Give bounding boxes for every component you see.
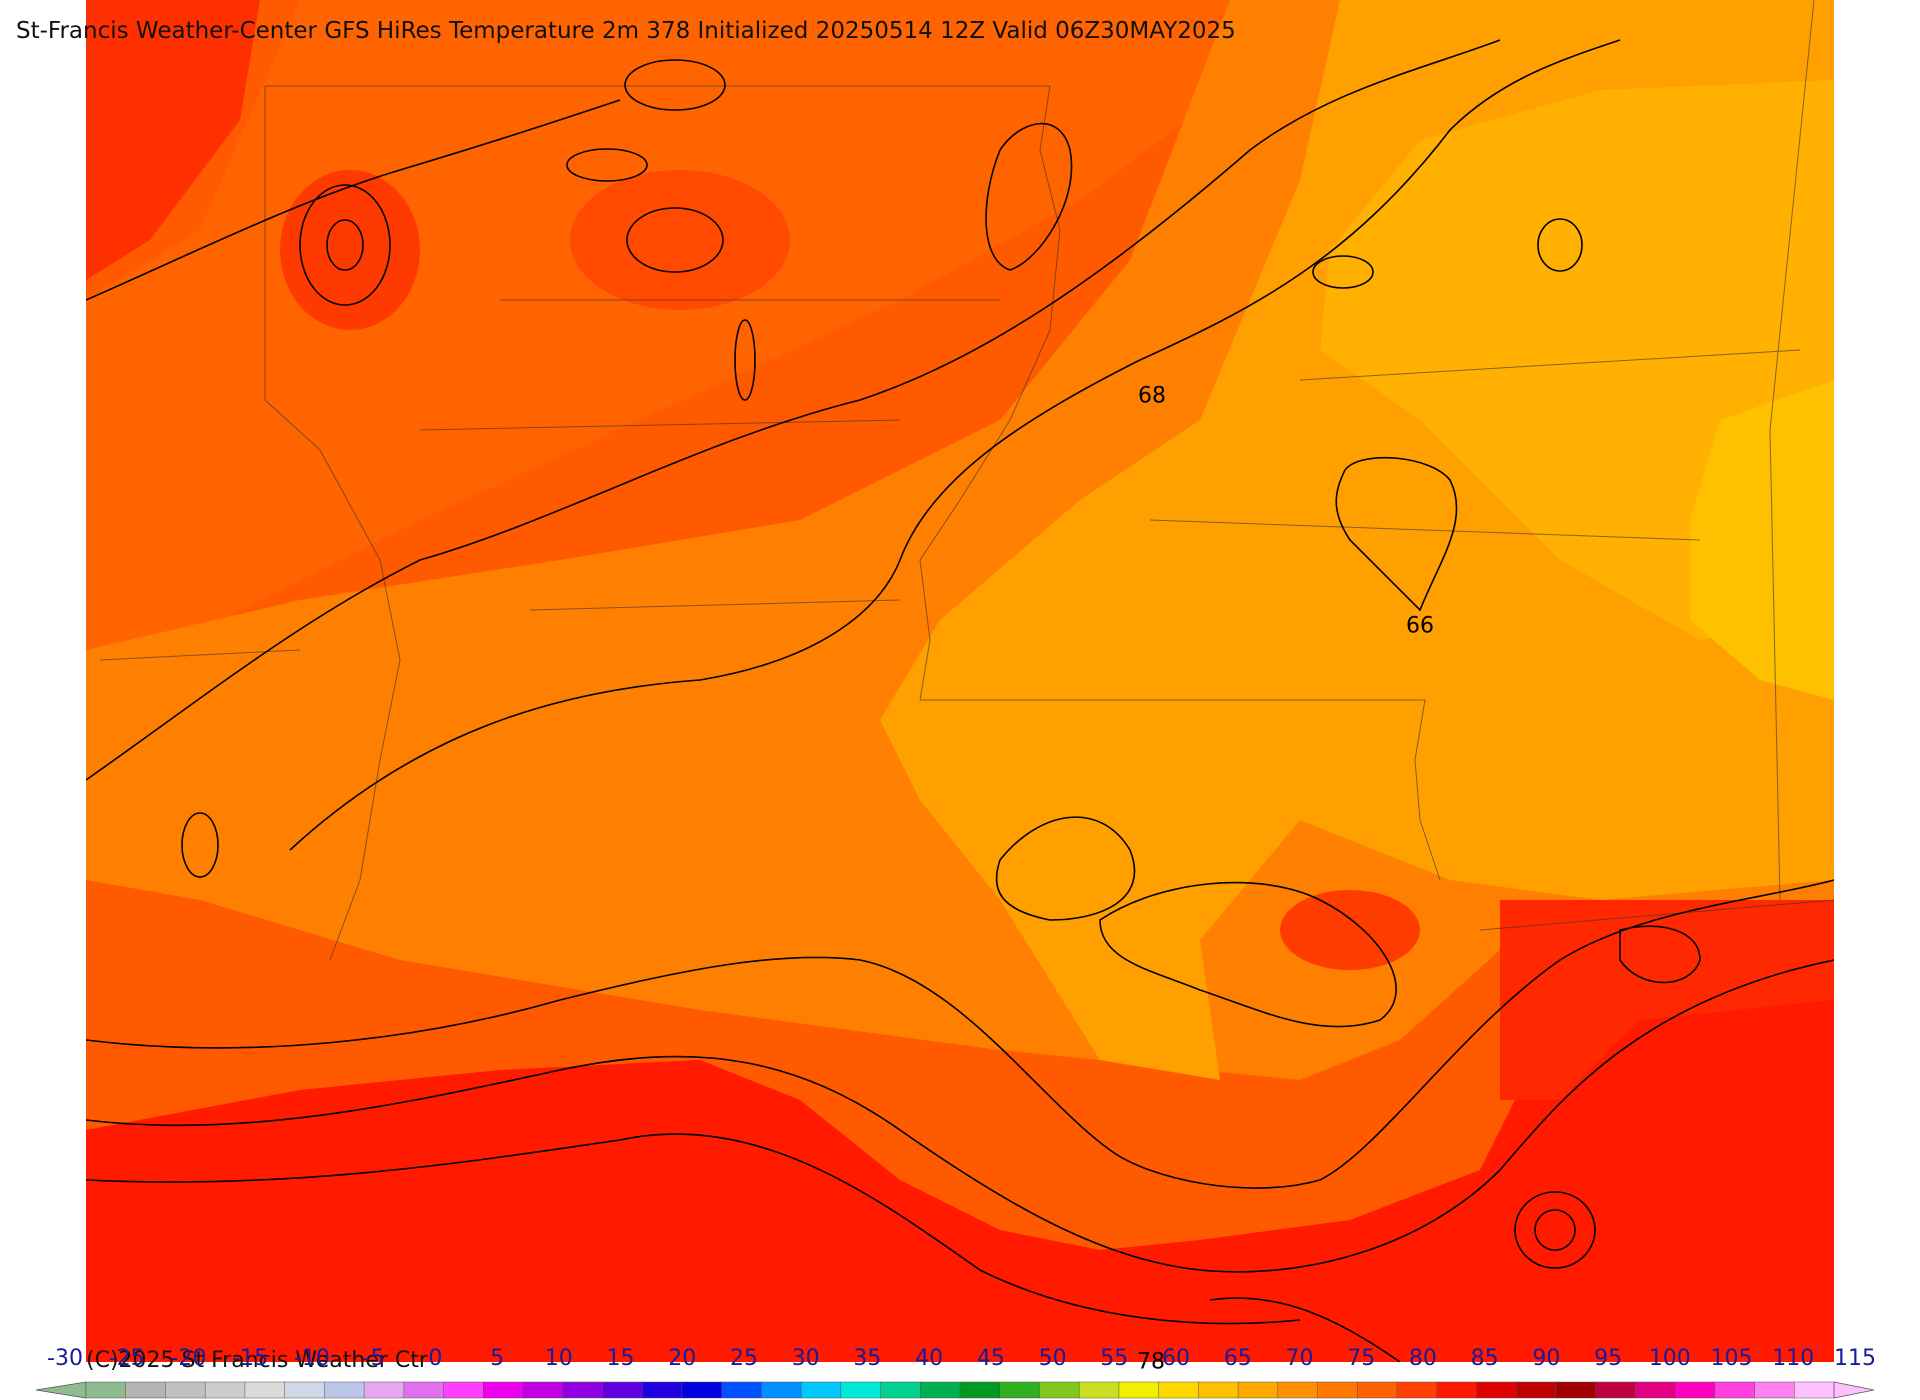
colorbar-swatch bbox=[1555, 1381, 1597, 1399]
colorbar-tick-label: 95 bbox=[1594, 1346, 1623, 1371]
colorbar-swatch bbox=[483, 1381, 524, 1399]
colorbar-swatch bbox=[85, 1381, 127, 1399]
colorbar-swatch bbox=[1396, 1381, 1438, 1399]
copyright-notice: (C)2025 St Francis Weather Ctr bbox=[86, 1348, 428, 1373]
colorbar-swatch bbox=[363, 1381, 405, 1399]
colorbar-swatch bbox=[1595, 1381, 1637, 1399]
colorbar-swatch bbox=[721, 1381, 763, 1399]
colorbar-tick-label: 5 bbox=[490, 1346, 505, 1371]
colorbar-tick-label: 85 bbox=[1470, 1346, 1499, 1371]
colorbar-swatch bbox=[324, 1381, 365, 1399]
colorbar-tick-label: 75 bbox=[1347, 1346, 1376, 1371]
colorbar-tick-label: 35 bbox=[853, 1346, 882, 1371]
colorbar bbox=[35, 1381, 1875, 1399]
colorbar-tick-label: 105 bbox=[1710, 1346, 1753, 1371]
colorbar-swatch bbox=[1476, 1381, 1517, 1399]
colorbar-swatch bbox=[522, 1381, 564, 1399]
colorbar-tick-label: 60 bbox=[1162, 1346, 1191, 1371]
colorbar-tick-label: 45 bbox=[976, 1346, 1005, 1371]
colorbar-swatch bbox=[959, 1381, 1001, 1399]
colorbar-extend-high bbox=[1833, 1381, 1875, 1399]
temperature-fill-layer bbox=[86, 0, 1834, 1362]
contour-label: 78 bbox=[1137, 1349, 1165, 1375]
colorbar-swatch bbox=[880, 1381, 922, 1399]
colorbar-tick-label: -15 bbox=[232, 1346, 269, 1371]
colorbar-swatch bbox=[284, 1381, 326, 1399]
colorbar-swatch bbox=[1357, 1381, 1398, 1399]
colorbar-tick-label: 100 bbox=[1648, 1346, 1691, 1371]
colorbar-tick-label: -20 bbox=[170, 1346, 207, 1371]
colorbar-swatch bbox=[403, 1381, 445, 1399]
colorbar-swatch bbox=[1754, 1381, 1796, 1399]
colorbar-swatch bbox=[204, 1381, 246, 1399]
colorbar-swatch bbox=[1714, 1381, 1756, 1399]
colorbar-swatch bbox=[443, 1381, 485, 1399]
colorbar-swatch bbox=[1277, 1381, 1319, 1399]
colorbar-tick-label: 15 bbox=[606, 1346, 635, 1371]
contour-label: 68 bbox=[1138, 383, 1166, 409]
colorbar-swatch bbox=[840, 1381, 882, 1399]
colorbar-tick-label: -30 bbox=[47, 1346, 83, 1371]
colorbar-swatch bbox=[1794, 1381, 1835, 1399]
colorbar-swatch bbox=[1635, 1381, 1676, 1399]
colorbar-tick-label: 90 bbox=[1532, 1346, 1561, 1371]
colorbar-swatch bbox=[125, 1381, 167, 1399]
colorbar-tick-label: -5 bbox=[362, 1346, 385, 1371]
colorbar-tick-label: -10 bbox=[293, 1346, 330, 1371]
colorbar-swatch bbox=[562, 1381, 604, 1399]
colorbar-tick-label: 25 bbox=[729, 1346, 758, 1371]
colorbar-swatch bbox=[920, 1381, 961, 1399]
colorbar-swatch bbox=[1237, 1381, 1279, 1399]
colorbar-tick-label: 110 bbox=[1772, 1346, 1815, 1371]
colorbar-swatch bbox=[1515, 1381, 1557, 1399]
state-borders bbox=[99, 0, 1834, 961]
colorbar-tick-label: 50 bbox=[1038, 1346, 1067, 1371]
colorbar-swatch bbox=[1158, 1381, 1200, 1399]
colorbar-tick-label: -25 bbox=[108, 1346, 145, 1371]
colorbar-swatch bbox=[999, 1381, 1041, 1399]
colorbar-tick-label: 20 bbox=[668, 1346, 697, 1371]
colorbar-tick-label: 10 bbox=[544, 1346, 573, 1371]
colorbar-swatch bbox=[641, 1381, 683, 1399]
colorbar-swatch bbox=[1317, 1381, 1359, 1399]
colorbar-tick-label: 40 bbox=[915, 1346, 944, 1371]
colorbar-swatch bbox=[165, 1381, 206, 1399]
colorbar-tick-label: 70 bbox=[1285, 1346, 1314, 1371]
colorbar-swatch bbox=[800, 1381, 842, 1399]
colorbar-swatch bbox=[1198, 1381, 1239, 1399]
colorbar-tick-label: 0 bbox=[428, 1346, 443, 1371]
colorbar-tick-label: 115 bbox=[1834, 1346, 1876, 1371]
colorbar-swatch bbox=[761, 1381, 802, 1399]
colorbar-swatch bbox=[1674, 1381, 1716, 1399]
colorbar-swatch bbox=[244, 1381, 286, 1399]
colorbar-extend-low bbox=[35, 1381, 87, 1399]
colorbar-tick-label: 55 bbox=[1100, 1346, 1129, 1371]
isotherm-contours bbox=[86, 39, 1834, 1362]
contour-label: 66 bbox=[1406, 613, 1434, 639]
colorbar-tick-label: 80 bbox=[1408, 1346, 1437, 1371]
colorbar-tick-label: 30 bbox=[791, 1346, 820, 1371]
colorbar-tick-label: 65 bbox=[1223, 1346, 1252, 1371]
colorbar-swatch bbox=[1078, 1381, 1120, 1399]
colorbar-swatch bbox=[1039, 1381, 1080, 1399]
colorbar-swatch bbox=[681, 1381, 723, 1399]
colorbar-swatch bbox=[602, 1381, 643, 1399]
map-title: St-Francis Weather-Center GFS HiRes Temp… bbox=[16, 18, 1236, 44]
colorbar-swatch bbox=[1118, 1381, 1160, 1399]
colorbar-swatch bbox=[1436, 1381, 1478, 1399]
